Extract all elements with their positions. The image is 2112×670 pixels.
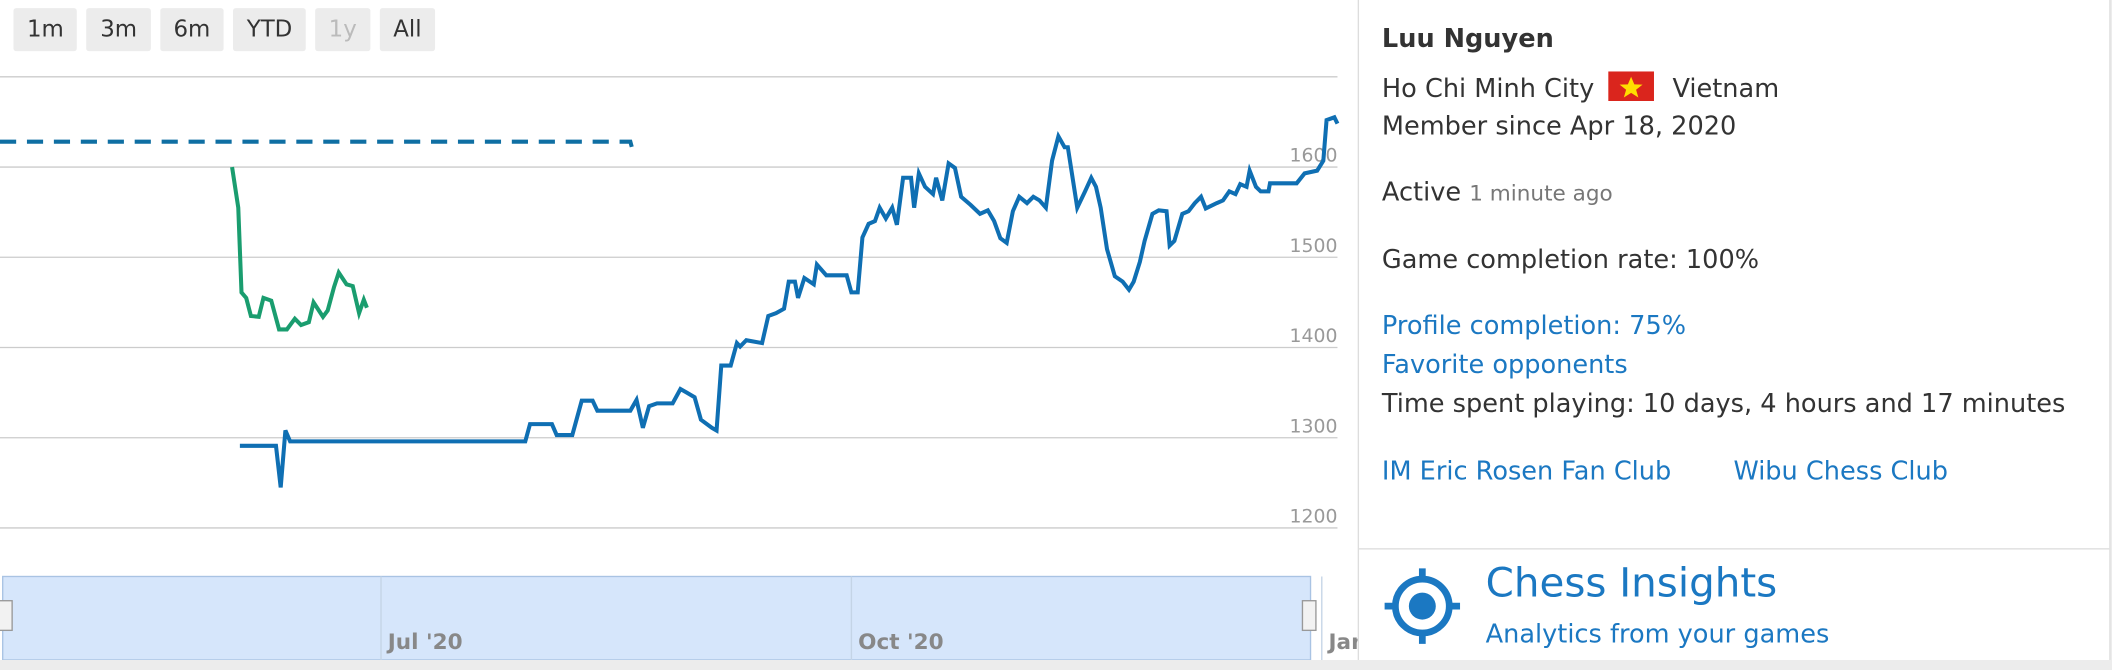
- rating-chart: 1200 1300 1400 1500 1600 Jul '20 Oct '20 Jan: [0, 76, 1358, 660]
- y-tick-label: 1400: [1290, 326, 1338, 347]
- location: Ho Chi Minh City Vietnam: [1381, 71, 1780, 104]
- range-button: 1y: [315, 8, 371, 52]
- range-button[interactable]: All: [379, 8, 436, 52]
- navigator-handle[interactable]: [0, 600, 13, 632]
- rating-line: [0, 139, 634, 148]
- range-button[interactable]: 3m: [86, 8, 151, 52]
- divider: [1359, 548, 2110, 550]
- y-tick-label: 1200: [1290, 507, 1338, 528]
- team-link[interactable]: Wibu Chess Club: [1733, 456, 1948, 487]
- y-tick-label: 1300: [1290, 416, 1338, 437]
- profile-completion[interactable]: Profile completion: 75%: [1381, 311, 1687, 341]
- insights-title[interactable]: Chess Insights: [1485, 560, 1778, 608]
- range-button[interactable]: YTD: [233, 8, 306, 52]
- user-name: Luu Nguyen: [1381, 24, 1554, 54]
- flag: [1607, 71, 1654, 102]
- range-button[interactable]: 1m: [13, 8, 78, 52]
- rating-line: [239, 114, 1340, 488]
- range-button[interactable]: 6m: [159, 8, 224, 52]
- profile-panel: Luu Nguyen Ho Chi Minh City Vietnam Memb…: [1357, 0, 2111, 660]
- navigator-handle[interactable]: [1301, 600, 1317, 632]
- rating-panel: 1200 1300 1400 1500 1600 Jul '20 Oct '20 Jan 1m…: [0, 0, 1358, 660]
- range-buttons: 1m 3m 6m YTD 1y All: [13, 8, 436, 52]
- team-link[interactable]: IM Eric Rosen Fan Club: [1381, 456, 1672, 487]
- x-tick-label: Oct '20: [858, 630, 943, 655]
- country: Vietnam: [1672, 74, 1780, 104]
- completion-rate: Game completion rate: 100%: [1381, 245, 1760, 275]
- active: Active: [1381, 177, 1462, 208]
- y-tick-label: 1500: [1290, 236, 1338, 257]
- favorite-opponents[interactable]: Favorite opponents: [1381, 350, 1628, 380]
- x-tick-label: Jan: [1327, 630, 1358, 655]
- time-spent: Time spent playing: 10 days, 4 hours and…: [1381, 389, 2066, 419]
- rating-line: [230, 166, 369, 332]
- city: Ho Chi Minh City: [1381, 74, 1595, 104]
- x-tick-label: Jul '20: [386, 630, 463, 655]
- insights-subtitle[interactable]: Analytics from your games: [1485, 619, 1830, 650]
- y-tick-label: 1600: [1290, 146, 1338, 167]
- activity: Active 1 minute ago: [1382, 178, 1613, 208]
- navigator: [2, 575, 1312, 660]
- member-since: Member since Apr 18, 2020: [1381, 111, 1737, 142]
- insights-icon[interactable]: [1383, 566, 1464, 647]
- active-ago: 1 minute ago: [1469, 180, 1613, 207]
